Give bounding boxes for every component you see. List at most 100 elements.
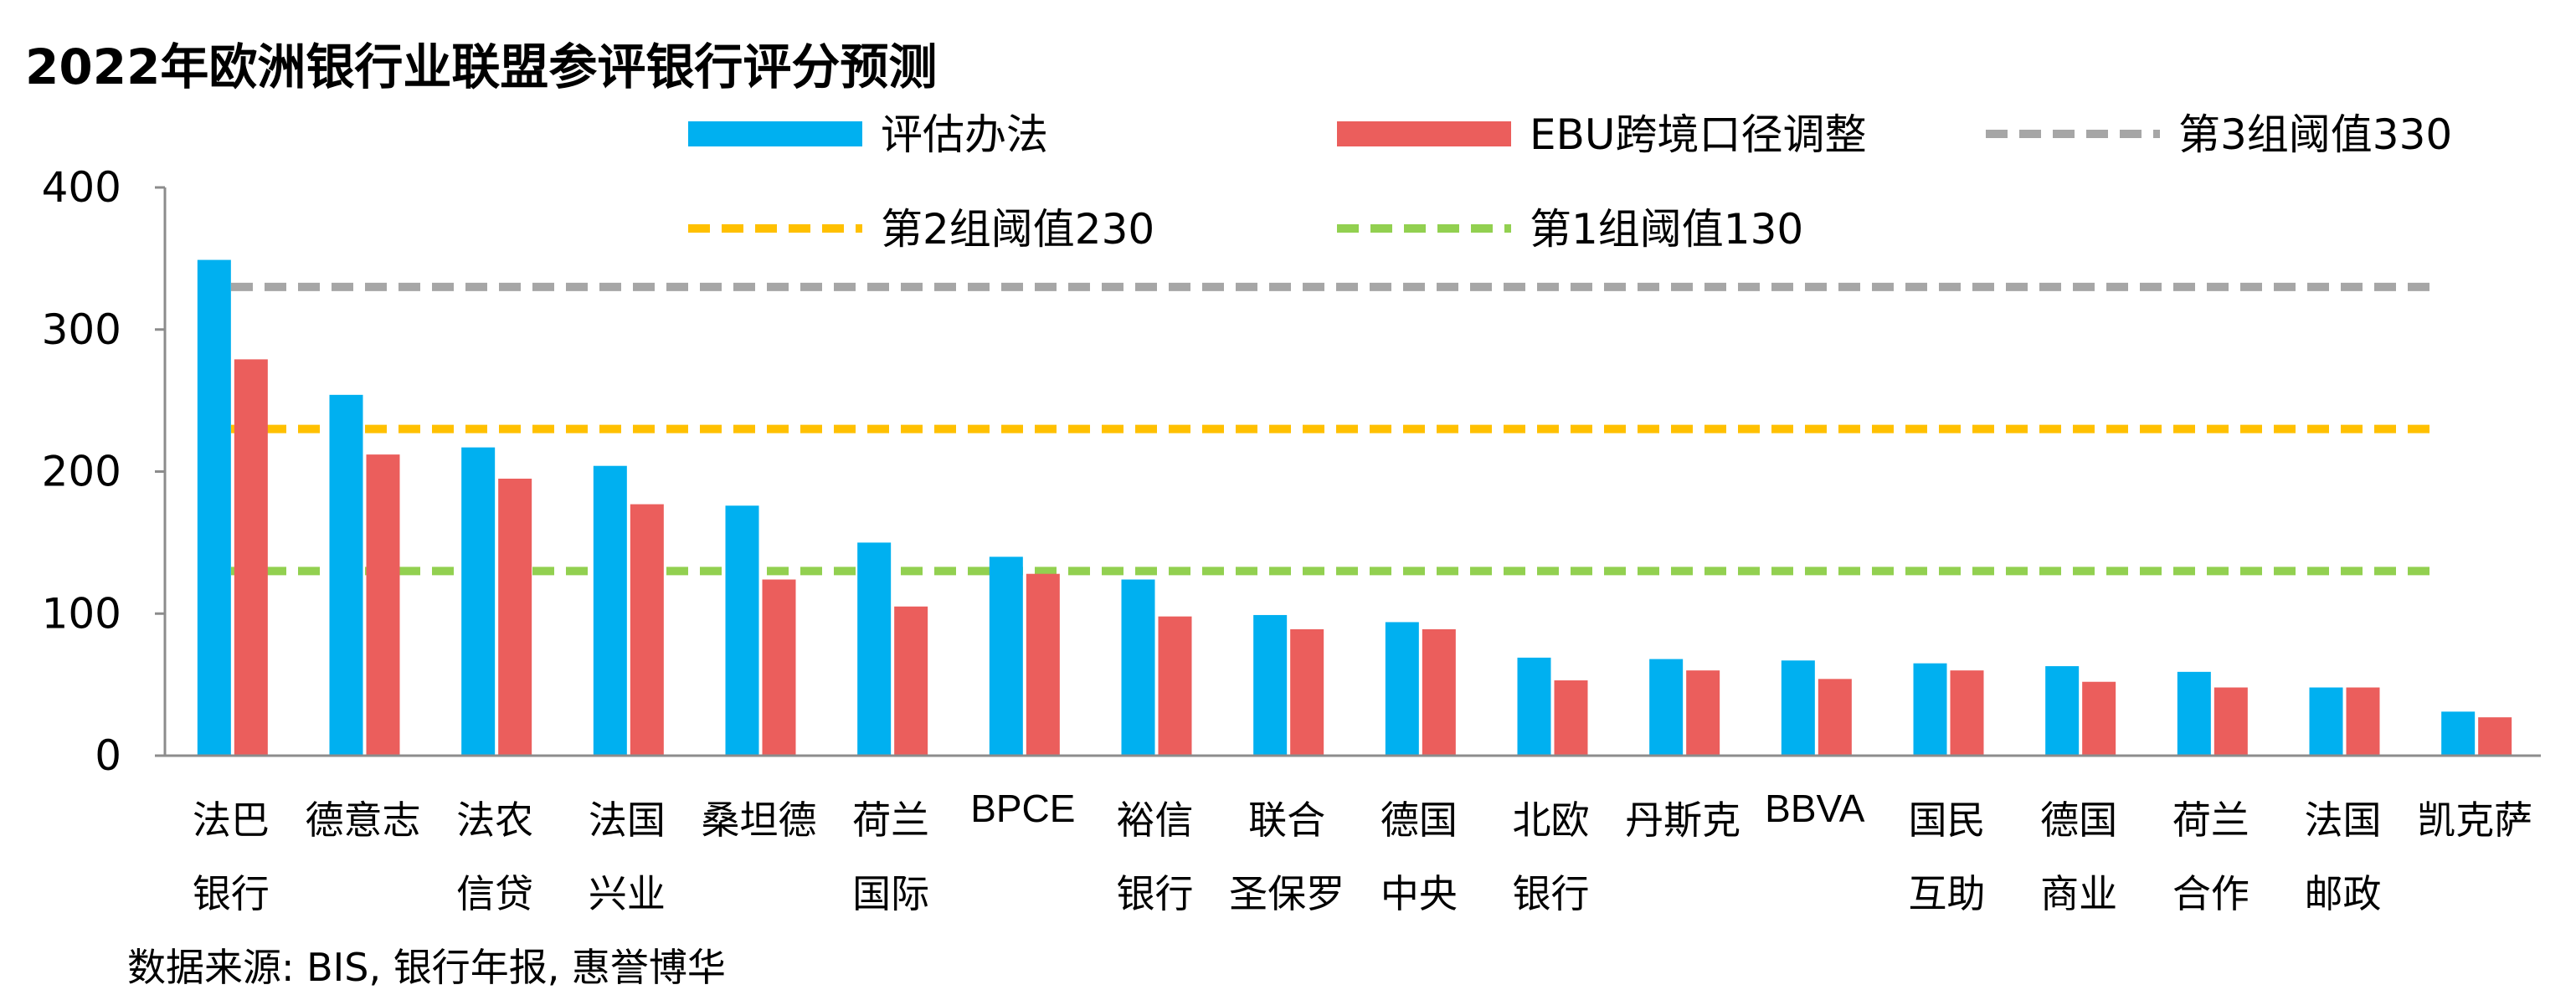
bar-series-1	[329, 394, 363, 756]
legend-label: EBU跨境口径调整	[1530, 110, 1867, 159]
x-tick-label: 北欧银行	[1513, 798, 1590, 916]
bar-series-1	[857, 542, 892, 756]
x-tick-label-line: 荷兰	[2172, 798, 2250, 843]
bar-series-2	[630, 504, 664, 756]
bar-series-1	[989, 556, 1023, 756]
bar-series-1	[2177, 671, 2211, 756]
bar-series-2	[2214, 687, 2248, 756]
x-tick-label-line: 兴业	[589, 871, 666, 916]
x-tick-label-line: 银行	[193, 871, 270, 916]
legend-swatch	[688, 121, 862, 146]
bar-series-2	[2082, 681, 2116, 756]
x-tick-label-line: 桑坦德	[702, 798, 817, 843]
x-tick-label-line: 互助	[1909, 871, 1986, 916]
x-tick-label-line: 德国	[1381, 798, 1458, 843]
bars	[197, 259, 2512, 756]
x-tick-label: 丹斯克	[1625, 798, 1740, 843]
bar-series-1	[1913, 663, 1947, 756]
y-axis: 0 100 200 300 400	[42, 163, 167, 780]
x-tick-label: 荷兰合作	[2172, 798, 2250, 916]
legend-label: 评估办法	[881, 110, 1048, 159]
bar-series-1	[197, 259, 231, 756]
bar-series-1	[1649, 659, 1684, 756]
x-tick-label-line: 银行	[1117, 871, 1194, 916]
bar-series-1	[1781, 660, 1815, 756]
x-tick-label-line: 国民	[1909, 798, 1986, 843]
x-tick-label-line: 法国	[2305, 798, 2382, 843]
x-tick-label-line: 凯克萨	[2417, 798, 2532, 843]
x-tick-label-line: 裕信	[1117, 798, 1194, 843]
bar-series-1	[2045, 666, 2080, 756]
x-tick-label: 德意志	[306, 798, 421, 843]
bar-series-2	[1554, 680, 1588, 756]
bar-series-2	[366, 454, 400, 756]
x-tick-label: 法农信贷	[456, 798, 533, 916]
x-tick-label: 法国邮政	[2305, 798, 2382, 916]
x-tick-label: BBVA	[1765, 787, 1865, 830]
bar-series-1	[1121, 579, 1155, 756]
bar-series-1	[1253, 614, 1288, 756]
x-tick-label-line: 荷兰	[852, 798, 929, 843]
x-tick-label-line: 法国	[589, 798, 666, 843]
x-tick-label-line: 商业	[2040, 871, 2117, 916]
chart-title: 2022年欧洲银行业联盟参评银行评分预测	[25, 38, 937, 95]
bar-series-2	[1026, 573, 1060, 756]
x-tick-label: 荷兰国际	[852, 798, 929, 916]
x-tick-label-line: 法巴	[193, 798, 270, 843]
x-tick-label-line: 北欧	[1513, 798, 1590, 843]
y-tick-label: 300	[42, 305, 121, 354]
x-tick-label-line: 邮政	[2305, 871, 2382, 916]
x-tick-label-line: 中央	[1381, 871, 1458, 916]
x-tick-label: BPCE	[970, 787, 1075, 830]
legend-label: 第3组阈值330	[2178, 110, 2452, 159]
bar-series-1	[2441, 711, 2476, 756]
bar-series-2	[1686, 670, 1720, 756]
x-tick-label-line: 法农	[456, 798, 533, 843]
x-tick-label: 凯克萨	[2417, 798, 2532, 843]
x-tick-label-line: 德意志	[306, 798, 421, 843]
x-tick-label: 桑坦德	[702, 798, 817, 843]
x-tick-label: 联合圣保罗	[1229, 798, 1345, 916]
bar-series-2	[894, 606, 928, 756]
x-tick-label: 德国中央	[1381, 798, 1458, 916]
x-tick-label-line: 国际	[852, 871, 929, 916]
x-tick-label-line: 联合	[1248, 798, 1325, 843]
x-tick-label: 德国商业	[2040, 798, 2117, 916]
bar-series-2	[1290, 628, 1324, 756]
x-tick-label-line: 丹斯克	[1625, 798, 1740, 843]
bar-series-1	[725, 505, 759, 756]
x-tick-label-line: 德国	[2040, 798, 2117, 843]
bar-series-2	[2346, 687, 2380, 756]
bar-series-1	[593, 465, 627, 756]
bar-series-1	[2309, 687, 2343, 756]
x-tick-label-line: 信贷	[456, 871, 533, 916]
bar-series-2	[762, 579, 796, 756]
bar-series-2	[1422, 628, 1456, 756]
x-tick-label: 裕信银行	[1117, 798, 1194, 916]
legend-label: 第1组阈值130	[1530, 205, 1803, 254]
y-tick-label: 400	[42, 163, 121, 212]
bar-series-2	[1158, 616, 1192, 756]
bar-series-2	[1818, 679, 1852, 756]
y-tick-label: 0	[95, 731, 121, 780]
bar-series-2	[2478, 717, 2512, 756]
y-tick-label: 100	[42, 589, 121, 638]
source-note: 数据来源: BIS, 银行年报, 惠誉博华	[127, 945, 726, 990]
bar-series-2	[498, 478, 532, 756]
bar-series-2	[234, 359, 268, 756]
x-tick-label-line: 合作	[2172, 871, 2250, 916]
x-tick-label-line: BPCE	[970, 787, 1075, 830]
bar-series-1	[1517, 657, 1551, 756]
x-tick-label-line: BBVA	[1765, 787, 1865, 830]
legend-swatch	[1337, 121, 1511, 146]
y-tick-label: 200	[42, 448, 121, 496]
x-tick-label: 法巴银行	[193, 798, 270, 916]
bar-series-1	[1385, 622, 1419, 756]
threshold-lines	[198, 282, 2432, 576]
x-tick-label: 国民互助	[1909, 798, 1986, 916]
bar-series-1	[461, 447, 496, 756]
legend-label: 第2组阈值230	[881, 205, 1154, 254]
x-tick-label-line: 圣保罗	[1229, 871, 1345, 916]
